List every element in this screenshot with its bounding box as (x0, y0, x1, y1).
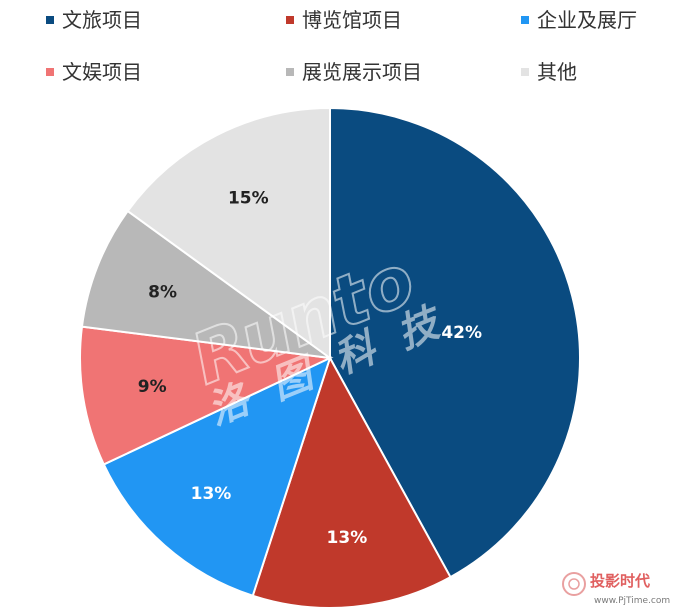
pie-slice (79, 325, 334, 466)
corner-logo-site: www.PjTime.com (594, 596, 670, 606)
data-label: 15% (228, 189, 269, 209)
legend-item: 其他 (521, 60, 577, 84)
legend-item: 文旅项目 (46, 8, 142, 32)
pie-slices (79, 106, 581, 609)
corner-logo: 投影时代 www.PjTime.com (562, 572, 670, 606)
legend-label: 企业及展厅 (537, 8, 637, 32)
legend-item: 展览展示项目 (286, 60, 422, 84)
data-label: 13% (327, 528, 368, 548)
data-label: 42% (441, 323, 482, 343)
legend-swatch (46, 16, 54, 24)
projector-logo-icon (562, 572, 586, 596)
legend-item: 企业及展厅 (521, 8, 637, 32)
legend-label: 博览馆项目 (302, 8, 402, 32)
legend-label: 其他 (537, 60, 577, 84)
legend-swatch (286, 68, 294, 76)
legend-swatch (521, 16, 529, 24)
legend-label: 文旅项目 (62, 8, 142, 32)
legend-swatch (286, 16, 294, 24)
pie-slice (329, 106, 581, 579)
pie-slice (80, 209, 331, 359)
legend-label: 展览展示项目 (302, 60, 422, 84)
pie-slice (102, 356, 332, 598)
legend-item: 博览馆项目 (286, 8, 402, 32)
data-label: 9% (138, 377, 167, 397)
corner-logo-name: 投影时代 (590, 572, 650, 590)
pie-slice (251, 355, 452, 609)
data-label: 8% (148, 283, 177, 303)
legend-label: 文娱项目 (62, 60, 142, 84)
legend-item: 文娱项目 (46, 60, 142, 84)
pie-slice (126, 106, 331, 360)
legend-swatch (521, 68, 529, 76)
data-label: 13% (191, 484, 232, 504)
data-labels: 42% 13% 13% 9% 8% 15% (138, 189, 482, 549)
legend-swatch (46, 68, 54, 76)
